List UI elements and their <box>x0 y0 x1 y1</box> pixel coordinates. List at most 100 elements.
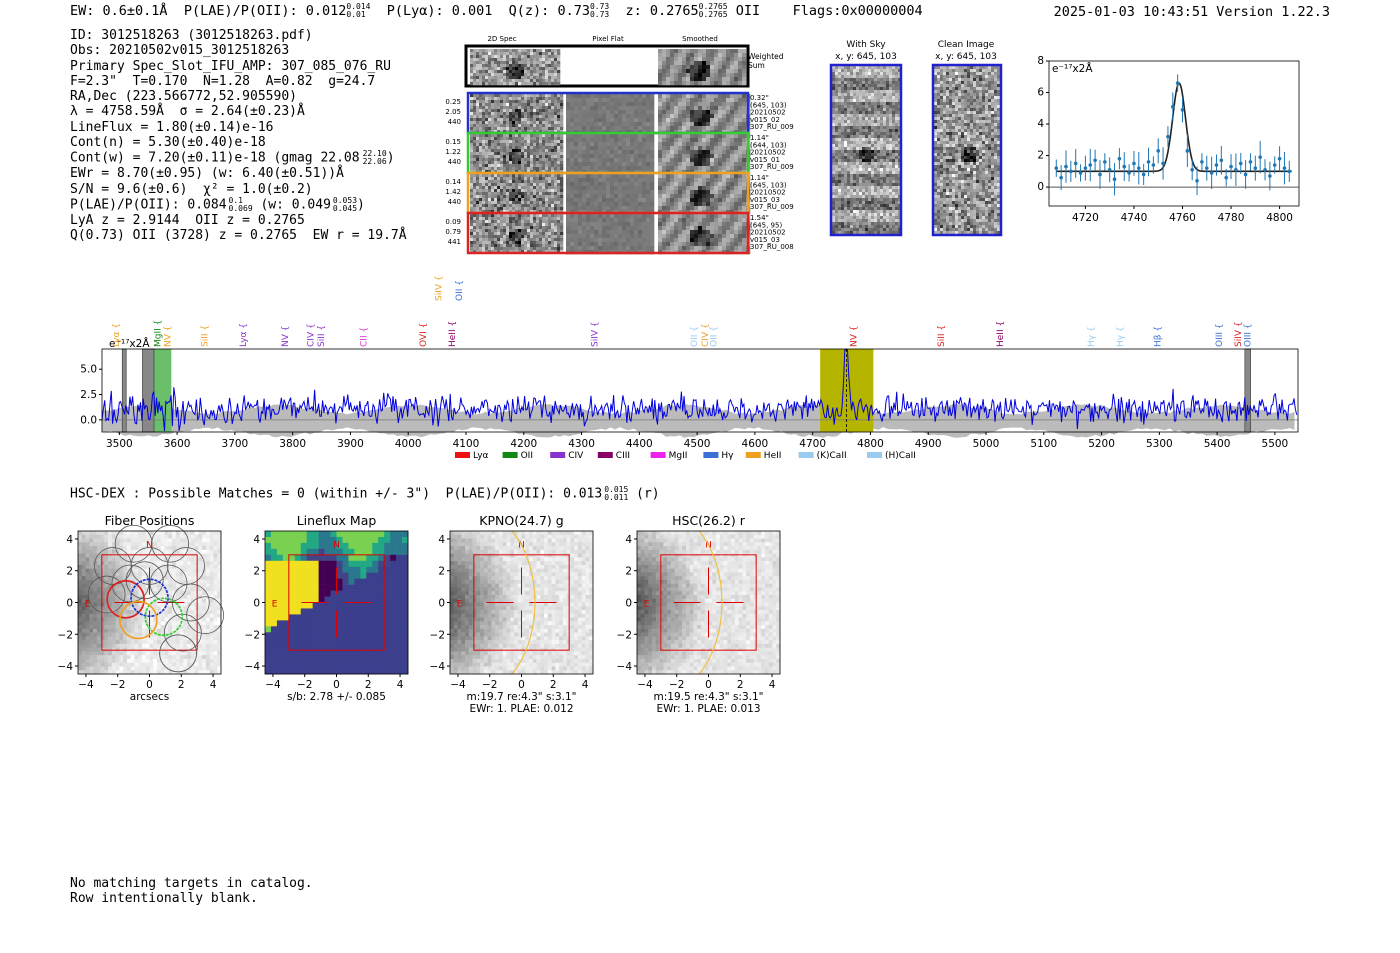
spectrum-ytick-label: 2.5 <box>80 389 97 401</box>
line-label-SiII: SiII { <box>937 325 947 347</box>
spectrum-xtick-label: 5300 <box>1146 438 1173 450</box>
info-primary: Primary Spec_Slot_IFU_AMP: 307_085_076_R… <box>70 58 391 74</box>
panel-xtick-label: 2 <box>178 679 185 691</box>
line-label-top-OII: OII { <box>455 280 465 301</box>
fiber-2d-image <box>470 174 564 214</box>
fiber-circle-dashed <box>159 634 198 673</box>
aperture-box <box>288 554 385 651</box>
panel-ytick-label: −4 <box>58 661 74 673</box>
zoom-data-point <box>1277 156 1282 161</box>
spectrum-xtick-label: 4800 <box>857 438 884 450</box>
zoom-data-point <box>1238 161 1243 166</box>
zoom-data-point <box>1268 174 1272 178</box>
panel-ytick-label: 0 <box>625 598 632 610</box>
line-label-OVI: OVI { <box>419 323 429 347</box>
z-hi: 0.2765 <box>698 2 728 11</box>
zoom-data-point <box>1234 167 1238 172</box>
zoom-xtick-label: 4740 <box>1121 212 1148 224</box>
zoom-data-point <box>1190 167 1195 172</box>
col-smoothed: Smoothed <box>682 35 718 43</box>
panel-xtick-label: −4 <box>450 679 466 691</box>
spectrum-xtick-label: 5200 <box>1088 438 1115 450</box>
clean-image-pixels <box>934 66 1001 235</box>
panel-xtick-label: 0 <box>518 679 525 691</box>
qz-lo: 0.73 <box>589 10 610 19</box>
line-label-Hβ: Hβ { <box>1154 326 1164 347</box>
panel-ytick-label: −2 <box>617 629 632 641</box>
plae-hi: 0.1 <box>228 195 243 205</box>
spectrum-xtick-label: 5400 <box>1204 438 1231 450</box>
panel-ytick-label: 2 <box>66 566 73 578</box>
zoom-data-point <box>1219 158 1224 163</box>
info-lineflux: LineFlux = 1.80(±0.14)e-16 <box>70 119 274 135</box>
plae-w-hi: 0.053 <box>332 195 358 205</box>
legend-label-(K)CaII: (K)CaII <box>817 451 847 461</box>
zoom-data-point <box>1083 166 1088 170</box>
zoom-ytick-label: 4 <box>1037 118 1044 130</box>
zoom-data-point <box>1282 166 1287 170</box>
fiber-cutouts: 2D Spec Pixel Flat Smoothed Weighted Sum… <box>445 35 794 255</box>
panel-xtick-label: 4 <box>582 679 589 691</box>
zoom-data-point <box>1175 81 1180 85</box>
zoom-data-point <box>1073 161 1078 166</box>
info-sn: S/N = 9.6(±0.6) χ² = 1.0(±0.2) <box>70 181 313 197</box>
panel-ytick-label: 2 <box>253 566 260 578</box>
zoom-data-point <box>1200 160 1204 164</box>
spectrum-xtick-label: 4000 <box>395 438 422 450</box>
fiber-row-left-value: 1.42 <box>445 188 461 196</box>
fiber-row-right-value: v015_03 <box>750 236 780 244</box>
spectrum-xtick-label: 3700 <box>222 438 249 450</box>
fiber-smoothed-image <box>658 134 751 175</box>
line-label-NV: NV { <box>163 326 173 347</box>
line-label-SiIV: SiIV { <box>1234 321 1244 347</box>
info-contw: Cont(w) = 7.20(±0.11)e-18 (gmag 22.08 <box>70 150 360 166</box>
footer-line-1: No matching targets in catalog. <box>70 876 313 891</box>
legend-label-(H)CaII: (H)CaII <box>885 451 916 461</box>
zoom-ytick-label: 0 <box>1037 181 1044 193</box>
fiber-circle <box>186 596 224 635</box>
zoom-data-point <box>1117 156 1122 161</box>
spectrum-xtick-label: 4500 <box>684 438 711 450</box>
panel-ytick-label: 4 <box>438 534 445 546</box>
fiber-row-left-value: 0.14 <box>445 178 461 186</box>
col-2d-spec: 2D Spec <box>487 35 516 43</box>
selected-fiber-circle <box>130 578 169 618</box>
selected-fiber-circle <box>106 580 145 619</box>
info-plae: P(LAE)/P(OII): 0.084 <box>70 197 227 213</box>
zoom-ytick-label: 6 <box>1037 87 1044 99</box>
panel-ytick-label: 4 <box>253 534 260 546</box>
spectrum-xtick-label: 5000 <box>973 438 1000 450</box>
fiber-row-right-value: 307_RU_009 <box>750 203 794 211</box>
legend-label-Hγ: Hγ <box>721 451 734 461</box>
fiber-row-left-value: 440 <box>448 118 461 126</box>
fiber-2d-image <box>470 134 564 174</box>
zoom-xtick-label: 4720 <box>1072 212 1099 224</box>
legend-swatch-OII <box>502 452 518 458</box>
east-label: E <box>85 600 91 610</box>
legend-swatch-CIII <box>597 452 613 458</box>
zoom-data-point <box>1272 163 1277 167</box>
zoom-data-point <box>1112 177 1117 182</box>
panel-xtick-label: 0 <box>705 679 712 691</box>
zoom-data-point <box>1166 134 1170 139</box>
fiber-flat-image <box>566 214 655 255</box>
panel-ytick-label: 0 <box>66 598 73 610</box>
clean-image-frame <box>931 63 1003 237</box>
contw-hi: 22.10 <box>362 149 387 159</box>
info-id: ID: 3012518263 (3012518263.pdf) <box>70 28 313 43</box>
panel-xtick-label: −2 <box>110 679 125 691</box>
line-label-OIII: OIII { <box>1244 323 1254 347</box>
zoom-data-point <box>1224 175 1228 180</box>
line-label-OII: OII { <box>709 326 719 347</box>
zoom-xtick-label: 4800 <box>1266 212 1293 224</box>
info-lya: LyA z = 2.9144 OII z = 0.2765 <box>70 212 305 228</box>
aperture-box <box>101 554 198 651</box>
line-label-CIV: CIV { <box>701 323 711 347</box>
spectrum-xtick-label: 4300 <box>568 438 595 450</box>
hsc-text: HSC-DEX : Possible Matches = 0 (within +… <box>70 486 603 502</box>
spectrum-xtick-label: 5500 <box>1262 438 1289 450</box>
line-label-NV: NV { <box>281 326 291 347</box>
zoom-xtick-label: 4780 <box>1218 212 1245 224</box>
info-obs: Obs: 20210502v015_3012518263 <box>70 43 290 59</box>
